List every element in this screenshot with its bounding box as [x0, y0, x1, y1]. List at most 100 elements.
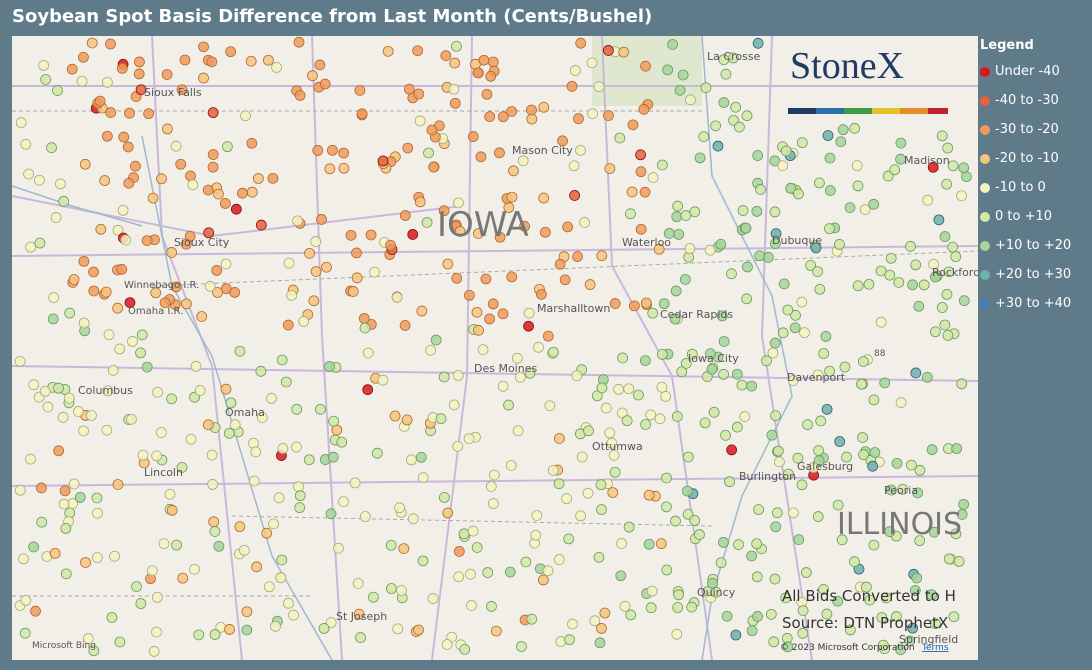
bid-point — [907, 622, 919, 634]
bid-point — [852, 280, 864, 292]
bid-point — [891, 611, 902, 622]
bid-point — [694, 529, 705, 540]
bid-point — [721, 610, 733, 622]
bid-point — [559, 274, 571, 286]
bid-point — [569, 190, 581, 201]
title: Soybean Spot Basis Difference from Last … — [12, 6, 653, 27]
bid-point — [769, 155, 781, 167]
bid-point — [751, 538, 763, 550]
bid-point — [724, 476, 735, 488]
bid-point — [148, 646, 160, 657]
bid-point — [790, 309, 801, 321]
bid-point — [821, 403, 833, 415]
bid-point — [293, 36, 305, 48]
bid-point — [270, 620, 281, 632]
bid-point — [885, 252, 897, 264]
bid-point — [941, 288, 953, 300]
bid-point — [526, 104, 537, 116]
bid-point — [800, 567, 812, 578]
bid-point — [646, 585, 658, 597]
bid-point — [576, 451, 588, 463]
bid-point — [613, 383, 624, 395]
bid-point — [36, 516, 48, 528]
bid-point — [407, 513, 419, 525]
bid-point — [623, 383, 635, 395]
bid-point — [568, 160, 580, 172]
legend-swatch — [980, 211, 990, 222]
bid-point — [710, 586, 722, 598]
bid-point — [224, 624, 235, 635]
bid-point — [223, 427, 235, 439]
bid-point — [127, 336, 138, 347]
bid-point — [220, 383, 232, 395]
bid-point — [193, 629, 205, 641]
bid-point — [752, 611, 763, 622]
bid-point — [207, 161, 219, 173]
bid-point — [547, 465, 559, 476]
bid-point — [204, 280, 216, 292]
bid-point — [548, 346, 559, 358]
bid-point — [291, 403, 303, 415]
bid-point — [353, 608, 365, 620]
bid-point — [14, 484, 26, 496]
bid-point — [171, 539, 182, 551]
bid-point — [943, 553, 955, 565]
bid-point — [477, 344, 489, 356]
bid-point — [294, 490, 306, 502]
bid-point — [347, 286, 359, 297]
bid-point — [882, 170, 894, 182]
place-label: Omaha I.R. — [128, 306, 183, 317]
place-label: Marshalltown — [537, 302, 610, 315]
bid-point — [755, 184, 766, 195]
bid-point — [206, 56, 218, 68]
bid-point — [718, 97, 730, 108]
bid-point — [814, 283, 826, 295]
bid-point — [635, 149, 646, 161]
bid-point — [739, 411, 751, 422]
bid-point — [653, 243, 665, 255]
bid-point — [181, 298, 192, 310]
terms-link[interactable]: Terms — [921, 643, 949, 653]
bid-point — [38, 59, 50, 71]
bid-point — [593, 551, 605, 563]
bid-point — [639, 186, 651, 198]
bid-point — [359, 511, 371, 522]
bid-point — [844, 202, 856, 213]
bid-point — [511, 352, 523, 364]
legend-item: Under -40 — [980, 57, 1071, 86]
bid-point — [198, 72, 209, 84]
bid-point — [596, 250, 608, 262]
bid-point — [609, 298, 621, 309]
bid-point — [679, 274, 691, 285]
bid-point — [189, 563, 200, 575]
bid-point — [740, 222, 752, 234]
bid-point — [234, 345, 246, 357]
legend-item: -30 to -20 — [980, 115, 1071, 144]
bid-point — [124, 107, 135, 119]
bid-point — [657, 159, 668, 171]
legend-swatch — [980, 298, 990, 309]
legend-swatch — [980, 153, 990, 164]
bid-point — [726, 268, 737, 280]
bid-point — [699, 417, 711, 429]
bid-point — [921, 371, 933, 383]
bid-point — [385, 239, 396, 251]
bid-point — [950, 251, 962, 263]
legend-swatch — [980, 95, 990, 106]
bid-point — [283, 257, 295, 269]
bid-point — [423, 147, 434, 159]
bid-point — [769, 206, 781, 218]
bid-point — [114, 636, 126, 648]
bid-point — [519, 220, 530, 232]
bid-point — [261, 527, 273, 539]
place-label: Lincoln — [144, 466, 183, 479]
bid-point — [291, 441, 302, 453]
bid-point — [878, 639, 889, 651]
bid-point — [737, 205, 749, 216]
bid-point — [114, 343, 126, 355]
bid-point — [60, 568, 72, 580]
bid-point — [926, 444, 938, 456]
bid-point — [950, 528, 962, 540]
bid-point — [617, 352, 629, 364]
bid-point — [494, 147, 505, 159]
